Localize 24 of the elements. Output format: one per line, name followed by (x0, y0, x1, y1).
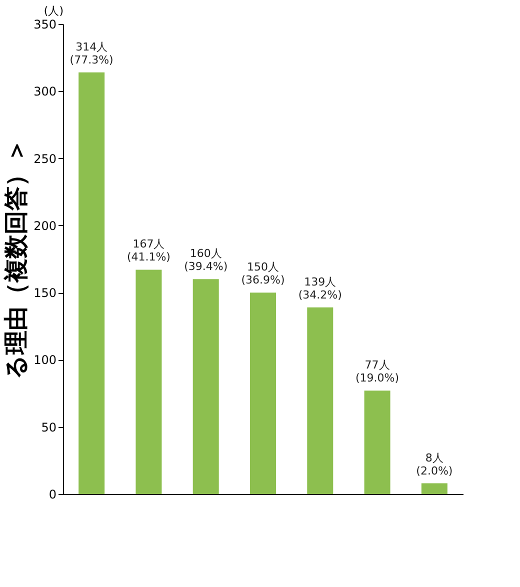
data-label: 77人 (19.0%) (356, 358, 400, 385)
data-label: 139人 (34.2%) (298, 275, 342, 302)
data-label: 150人 (36.9%) (241, 260, 285, 287)
bar (136, 270, 162, 494)
y-tick-label: 300 (34, 84, 56, 99)
data-label: 8人 (2.0%) (416, 451, 453, 478)
bar (364, 390, 390, 494)
data-label: 167人 (41.1%) (126, 238, 170, 264)
bar (250, 292, 276, 494)
y-tick-label: 100 (34, 353, 56, 368)
y-tick-label: 200 (34, 218, 56, 233)
y-tick-label: 350 (34, 18, 56, 32)
bar (78, 72, 105, 494)
y-tick-label: 150 (34, 286, 56, 300)
y-tick-label: 50 (41, 420, 56, 434)
text: る理由（複数回答）＞ (2, 138, 30, 380)
bar (421, 483, 448, 494)
data-label: 314人 (77.3%) (70, 40, 114, 66)
data-label: 160人 (39.4%) (184, 247, 228, 274)
y-tick-label: 0 (48, 488, 56, 502)
bar (192, 279, 219, 494)
y-axis-title: (人) (44, 4, 64, 18)
bar (307, 307, 334, 494)
y-tick-label: 250 (34, 152, 56, 166)
